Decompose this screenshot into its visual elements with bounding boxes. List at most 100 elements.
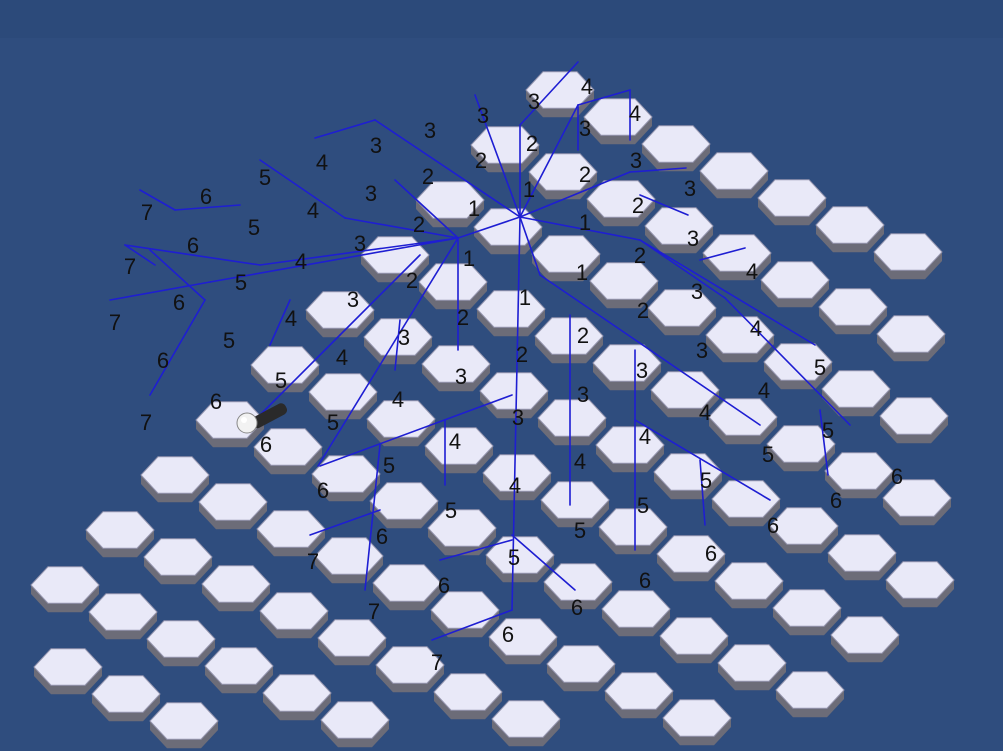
hex-tile[interactable] (589, 262, 659, 300)
hex-tile[interactable] (821, 370, 891, 408)
hex-tile[interactable] (818, 288, 888, 326)
hex-tile[interactable] (256, 510, 326, 548)
hex-tile[interactable] (88, 593, 158, 631)
hex-tile[interactable] (885, 561, 955, 599)
hex-tile[interactable] (470, 126, 540, 164)
hex-tile[interactable] (592, 344, 662, 382)
distance-label: 6 (571, 595, 583, 620)
hex-tile[interactable] (372, 564, 442, 602)
hex-tile[interactable] (485, 536, 555, 574)
hex-tile[interactable] (427, 509, 497, 547)
hex-tile-side (199, 502, 267, 530)
distance-label: 3 (455, 364, 467, 389)
hex-tile[interactable] (253, 428, 323, 466)
hex-tile[interactable] (757, 179, 827, 217)
hex-tile[interactable] (647, 289, 717, 327)
hex-tile-side (434, 692, 502, 720)
hex-tile[interactable] (259, 592, 329, 630)
hex-tile[interactable] (827, 534, 897, 572)
path-segment (577, 89, 631, 106)
pawn-unit-icon[interactable] (236, 402, 289, 434)
hex-tile[interactable] (543, 563, 613, 601)
hex-tile-side (770, 526, 838, 554)
hex-tile[interactable] (699, 152, 769, 190)
hex-tile[interactable] (876, 315, 946, 353)
hex-tile[interactable] (33, 648, 103, 686)
hex-tile[interactable] (644, 207, 714, 245)
hex-tile[interactable] (85, 511, 155, 549)
hex-tile[interactable] (433, 673, 503, 711)
hex-tile-side (532, 254, 600, 282)
hex-tile[interactable] (143, 538, 213, 576)
hex-tile[interactable] (760, 261, 830, 299)
hex-tile[interactable] (537, 399, 607, 437)
hex-tile[interactable] (375, 646, 445, 684)
hex-tile[interactable] (149, 702, 219, 740)
hex-tile[interactable] (583, 98, 653, 136)
distance-label: 4 (574, 449, 586, 474)
hex-tile[interactable] (711, 480, 781, 518)
hex-tile[interactable] (604, 672, 674, 710)
hex-tile[interactable] (320, 701, 390, 739)
hex-tile[interactable] (146, 620, 216, 658)
hex-tile[interactable] (830, 616, 900, 654)
hex-tile[interactable] (424, 427, 494, 465)
hex-tile[interactable] (650, 371, 720, 409)
hex-tile[interactable] (708, 398, 778, 436)
hex-tile[interactable] (488, 618, 558, 656)
hex-tile[interactable] (659, 617, 729, 655)
hex-tile[interactable] (198, 483, 268, 521)
hex-tile[interactable] (311, 455, 381, 493)
hex-tile[interactable] (882, 479, 952, 517)
hex-tile[interactable] (641, 125, 711, 163)
hex-tile[interactable] (201, 565, 271, 603)
hex-tile-side (776, 690, 844, 718)
hex-tile[interactable] (30, 566, 100, 604)
hex-tile[interactable] (491, 700, 561, 738)
hex-tile[interactable] (702, 234, 772, 272)
hex-tile[interactable] (769, 507, 839, 545)
hex-tile[interactable] (204, 647, 274, 685)
distance-label: 2 (413, 212, 425, 237)
hex-tile[interactable] (430, 591, 500, 629)
hex-tile[interactable] (540, 481, 610, 519)
path-segment (699, 459, 706, 526)
hex-tile[interactable] (775, 671, 845, 709)
distance-label: 6 (187, 233, 199, 258)
distance-label: 5 (637, 493, 649, 518)
hex-tile[interactable] (772, 589, 842, 627)
hex-tile[interactable] (879, 397, 949, 435)
hex-tile[interactable] (824, 452, 894, 490)
hex-tile[interactable] (91, 675, 161, 713)
hex-tile[interactable] (308, 373, 378, 411)
distance-label: 1 (519, 285, 531, 310)
hex-tile[interactable] (714, 562, 784, 600)
distance-label: 4 (316, 150, 328, 175)
hex-tile[interactable] (534, 317, 604, 355)
hex-tile[interactable] (873, 233, 943, 271)
hex-tile[interactable] (369, 482, 439, 520)
hex-tile[interactable] (262, 674, 332, 712)
hex-tile[interactable] (653, 453, 723, 491)
hex-tile[interactable] (476, 290, 546, 328)
hex-tile[interactable] (317, 619, 387, 657)
path-segment (639, 194, 689, 216)
hex-tile[interactable] (815, 206, 885, 244)
hex-tile[interactable] (705, 316, 775, 354)
hex-tile[interactable] (140, 456, 210, 494)
hex-tile[interactable] (763, 343, 833, 381)
hex-tile[interactable] (586, 180, 656, 218)
hex-tile[interactable] (546, 645, 616, 683)
hex-tile[interactable] (656, 535, 726, 573)
hex-tile[interactable] (598, 508, 668, 546)
hex-tile[interactable] (366, 400, 436, 438)
hex-tile[interactable] (528, 153, 598, 191)
hex-tile[interactable] (766, 425, 836, 463)
hex-tile[interactable] (482, 454, 552, 492)
hex-tile[interactable] (662, 699, 732, 737)
hex-tile-side (480, 391, 548, 419)
hex-tile[interactable] (421, 345, 491, 383)
hex-tile[interactable] (717, 644, 787, 682)
hex-tile[interactable] (601, 590, 671, 628)
